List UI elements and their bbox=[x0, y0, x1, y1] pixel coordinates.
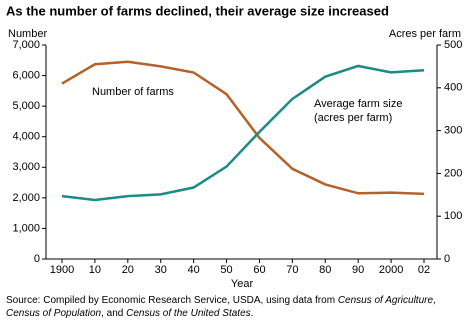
x-tick-label: 90 bbox=[352, 264, 364, 276]
source-text: Census of the United States bbox=[126, 308, 251, 319]
series-line bbox=[61, 60, 425, 196]
chart-title: As the number of farms declined, their a… bbox=[6, 3, 389, 18]
source-text: Census of Population bbox=[6, 308, 102, 319]
y-tick-label: 7,000 bbox=[12, 39, 40, 51]
y2-tick-label: 0 bbox=[444, 253, 450, 265]
x-tick-label: 70 bbox=[286, 264, 298, 276]
y2-tick-label: 500 bbox=[444, 39, 462, 51]
source-text: , bbox=[433, 295, 436, 306]
y2-tick-label: 200 bbox=[444, 167, 462, 179]
y-tick-label: 6,000 bbox=[12, 69, 40, 81]
x-tick-label: 20 bbox=[122, 264, 134, 276]
y-axis-label: Number bbox=[8, 28, 47, 40]
series-line bbox=[61, 64, 425, 202]
y2-axis-label: Acres per farm bbox=[389, 28, 461, 40]
x-tick-label: 40 bbox=[188, 264, 200, 276]
y-tick-label: 4,000 bbox=[12, 131, 40, 143]
x-tick-label: 30 bbox=[155, 264, 167, 276]
series-annotation: (acres per farm) bbox=[314, 112, 392, 124]
source-text: Source: Compiled by Economic Research Se… bbox=[6, 295, 338, 306]
y-tick-label: 5,000 bbox=[12, 100, 40, 112]
y-tick-label: 3,000 bbox=[12, 161, 40, 173]
chart: As the number of farms declined, their a… bbox=[6, 3, 462, 290]
y-tick-label: 1,000 bbox=[12, 222, 40, 234]
source-note: Source: Compiled by Economic Research Se… bbox=[6, 294, 461, 320]
series-annotation: Average farm size bbox=[314, 98, 402, 110]
x-tick-label: 2000 bbox=[379, 264, 403, 276]
y-tick-label: 0 bbox=[34, 253, 40, 265]
source-text: Census of Agriculture bbox=[337, 295, 434, 306]
x-axis-label: Year bbox=[231, 278, 254, 290]
x-tick-label: 80 bbox=[319, 264, 331, 276]
source-text: . bbox=[250, 308, 254, 319]
x-tick-label: 10 bbox=[89, 264, 101, 276]
series-annotation: Number of farms bbox=[92, 86, 174, 98]
x-tick-label: 1900 bbox=[50, 264, 74, 276]
source-text: , and bbox=[101, 308, 127, 319]
x-tick-label: 02 bbox=[418, 264, 430, 276]
x-tick-label: 60 bbox=[253, 264, 265, 276]
y2-tick-label: 300 bbox=[444, 125, 462, 137]
x-tick-label: 50 bbox=[220, 264, 232, 276]
y2-tick-label: 400 bbox=[444, 82, 462, 94]
y2-tick-label: 100 bbox=[444, 210, 462, 222]
y-tick-label: 2,000 bbox=[12, 192, 40, 204]
